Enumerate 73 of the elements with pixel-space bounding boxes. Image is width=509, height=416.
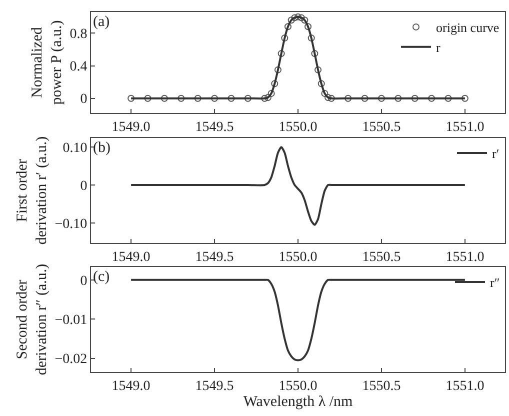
y-tick-label: 0.4: [70, 60, 88, 75]
x-tick-label: 1551.0: [446, 250, 484, 265]
point: [314, 66, 322, 74]
x-tick-label: 1549.0: [112, 250, 150, 265]
point: [144, 94, 152, 102]
point: [128, 94, 135, 102]
point: [291, 14, 298, 22]
point: [324, 94, 332, 102]
point: [194, 94, 202, 102]
point: [271, 80, 278, 88]
x-tick-label: 1551.0: [446, 378, 484, 394]
point: [284, 23, 292, 30]
point: [261, 94, 268, 102]
point: [361, 94, 368, 102]
x-tick-label: 1550.5: [362, 250, 401, 265]
y-axis-title: Second order derivation r″ (a.u.): [14, 264, 50, 376]
y-axis-title: Normalized power P (a.u.): [29, 20, 65, 105]
x-tick-label: 1550.5: [362, 120, 401, 135]
point: [268, 90, 275, 97]
point: [378, 94, 385, 102]
legend-label: r′: [492, 146, 500, 162]
x-tick-label: 1549.5: [195, 378, 234, 394]
y-tick-label: −0.02: [54, 352, 88, 368]
point: [328, 94, 335, 102]
point: [411, 94, 418, 102]
point: [298, 14, 305, 22]
annotation: (b): [93, 140, 110, 156]
point: [308, 34, 315, 42]
legend-label: r″: [490, 275, 500, 290]
point: [274, 66, 282, 74]
y-tick-label: −0.10: [54, 216, 88, 232]
point: [311, 50, 318, 58]
x-axis-title: Wavelength λ /nm: [243, 394, 354, 410]
point: [394, 94, 402, 102]
line-series: [130, 146, 466, 226]
point: [444, 94, 452, 102]
point: [461, 94, 468, 102]
x-tick-label: 1550.5: [362, 378, 401, 394]
point: [228, 94, 235, 102]
point: [428, 94, 436, 102]
point: [344, 94, 352, 102]
y-tick-label: 0: [80, 178, 88, 194]
y-tick-label: 0.10: [62, 141, 88, 156]
point: [160, 94, 168, 102]
point: [294, 13, 302, 20]
y-tick-label: 0: [80, 92, 88, 108]
annotation: (a): [93, 14, 110, 30]
y-tick-label: −0.01: [54, 313, 88, 328]
point: [304, 23, 312, 30]
point: [264, 94, 272, 102]
x-tick-label: 1550.0: [278, 378, 318, 394]
x-tick-label: 1549.0: [112, 120, 150, 135]
point: [178, 94, 185, 102]
legend-label: origin curve: [436, 20, 500, 36]
x-tick-label: 1549.5: [195, 250, 234, 265]
point: [318, 80, 325, 88]
x-tick-label: 1551.0: [446, 120, 484, 135]
y-tick-label: 0: [80, 274, 88, 289]
x-tick-label: 1550.0: [278, 250, 318, 265]
point: [244, 94, 252, 102]
legend-label: r: [436, 40, 441, 55]
point: [211, 94, 218, 102]
x-tick-label: 1550.0: [278, 120, 318, 135]
x-tick-label: 1549.5: [195, 120, 234, 135]
point: [301, 16, 308, 24]
point: [278, 50, 285, 58]
point: [321, 90, 328, 97]
y-axis-title: First order derivation r′ (a.u.): [14, 136, 50, 245]
y-tick-label: 0.8: [70, 27, 88, 42]
point: [281, 34, 288, 42]
x-tick-label: 1549.0: [112, 378, 150, 394]
annotation: (c): [93, 269, 110, 285]
point: [288, 16, 295, 24]
